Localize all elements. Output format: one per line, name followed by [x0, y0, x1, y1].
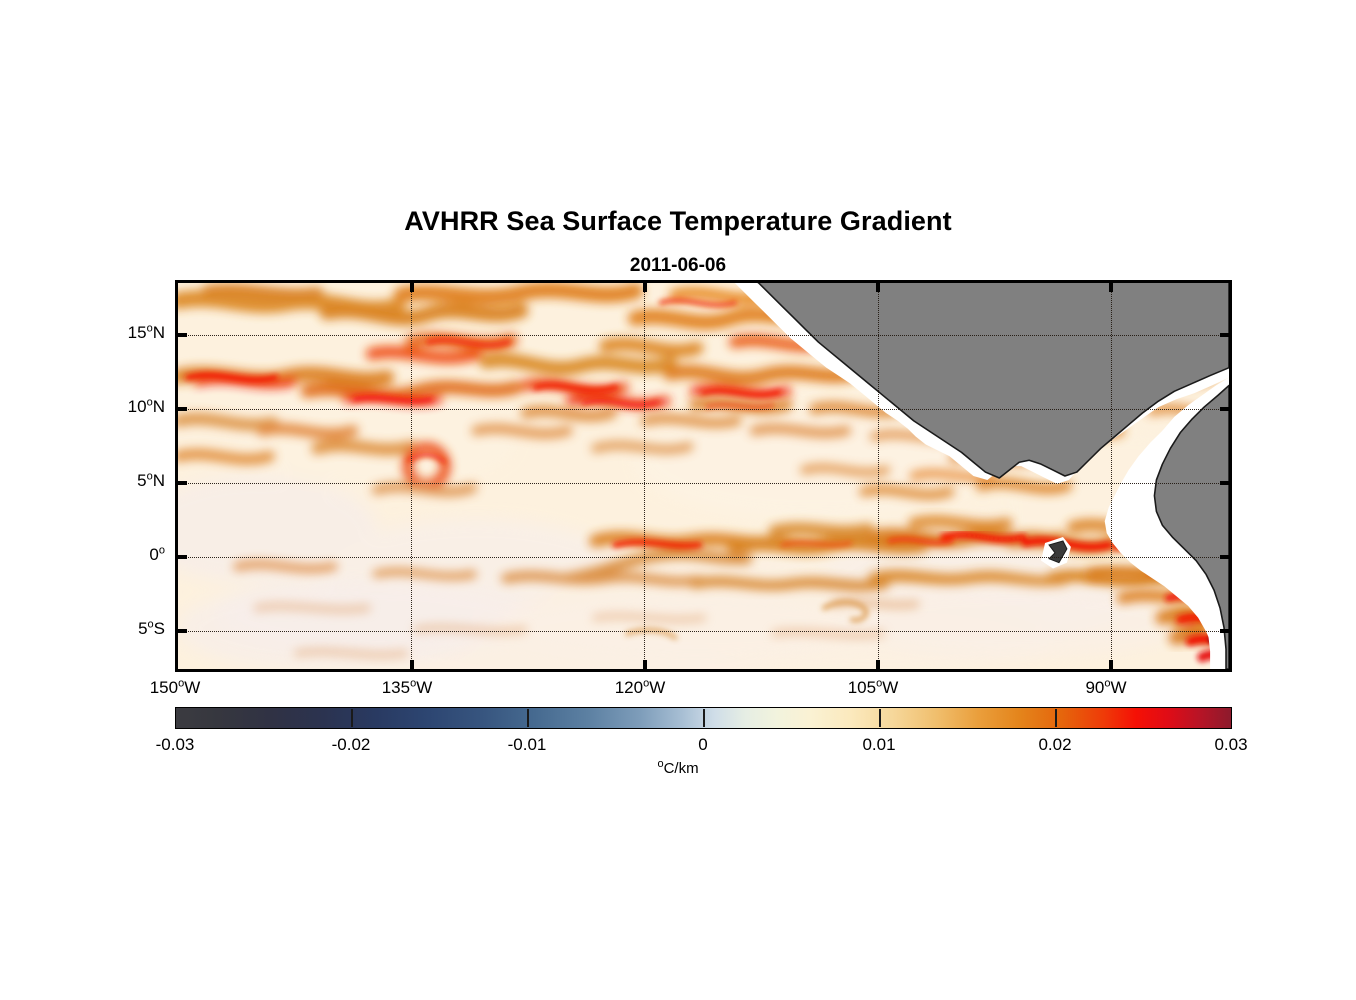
gridline-lat-10n [178, 408, 1229, 410]
ytick-label-10n: 10oN [127, 396, 165, 416]
page-title: AVHRR Sea Surface Temperature Gradient [404, 206, 952, 236]
ytick-label-15n: 15oN [127, 322, 165, 342]
colorbar-label-pos002: 0.02 [1038, 735, 1072, 754]
figure-subtitle-date: 2011-06-06 [629, 255, 727, 276]
xtick-label-105w: 105oW [847, 677, 899, 697]
gridline-lat-5s [178, 630, 1229, 632]
xtick-top-105w [876, 283, 880, 292]
colorbar[interactable] [175, 707, 1232, 729]
ytick-label-5n: 5oN [137, 470, 165, 490]
gridline-lon-120w [644, 283, 646, 669]
xtick-label-90w: 90oW [1085, 677, 1127, 697]
gridline-lat-15n [178, 334, 1229, 336]
colorbar-tick-pos001 [879, 709, 881, 727]
colorbar-tick-neg001 [527, 709, 529, 727]
xtick-105w [876, 660, 880, 669]
colorbar-label-zero: 0 [698, 735, 708, 754]
colorbar-tick-pos002 [1055, 709, 1057, 727]
xtick-120w [643, 660, 647, 669]
ytick-label-5s: 5oS [138, 618, 165, 638]
ytick-5s [178, 629, 187, 633]
ytick-15n [178, 333, 187, 337]
colorbar-tick-zero [703, 709, 705, 727]
xtick-label-150w: 150oW [149, 677, 201, 697]
gridline-lon-105w [877, 283, 879, 669]
colorbar-label-pos001: 0.01 [862, 735, 896, 754]
colorbar-label-neg002: -0.02 [331, 735, 371, 754]
gridline-lat-0 [178, 556, 1229, 558]
colorbar-tick-neg002 [351, 709, 353, 727]
ytick-0 [178, 555, 187, 559]
ytick-right-10n [1220, 407, 1229, 411]
xtick-label-120w: 120oW [614, 677, 666, 697]
colorbar-label-pos003: 0.03 [1214, 735, 1248, 754]
ytick-right-0 [1220, 555, 1229, 559]
ytick-5n [178, 481, 187, 485]
map-plot-area[interactable] [175, 280, 1232, 672]
colorbar-label-neg001: -0.01 [507, 735, 547, 754]
xtick-135w [410, 660, 414, 669]
gridline-lon-90w [1110, 283, 1112, 669]
colorbar-unit-label: oC/km [657, 758, 699, 778]
xtick-label-135w: 135oW [381, 677, 433, 697]
xtick-90w [1109, 660, 1113, 669]
ytick-10n [178, 407, 187, 411]
colorbar-label-neg003: -0.03 [155, 735, 195, 754]
gridline-lat-5n [178, 482, 1229, 484]
xtick-top-90w [1109, 283, 1113, 292]
sst-gradient-field [178, 283, 1229, 669]
xtick-top-120w [643, 283, 647, 292]
gridline-lon-135w [411, 283, 413, 669]
ytick-right-15n [1220, 333, 1229, 337]
ytick-label-0: 0o [149, 544, 165, 564]
ytick-right-5n [1220, 481, 1229, 485]
xtick-top-135w [410, 283, 414, 292]
ytick-right-5s [1220, 629, 1229, 633]
